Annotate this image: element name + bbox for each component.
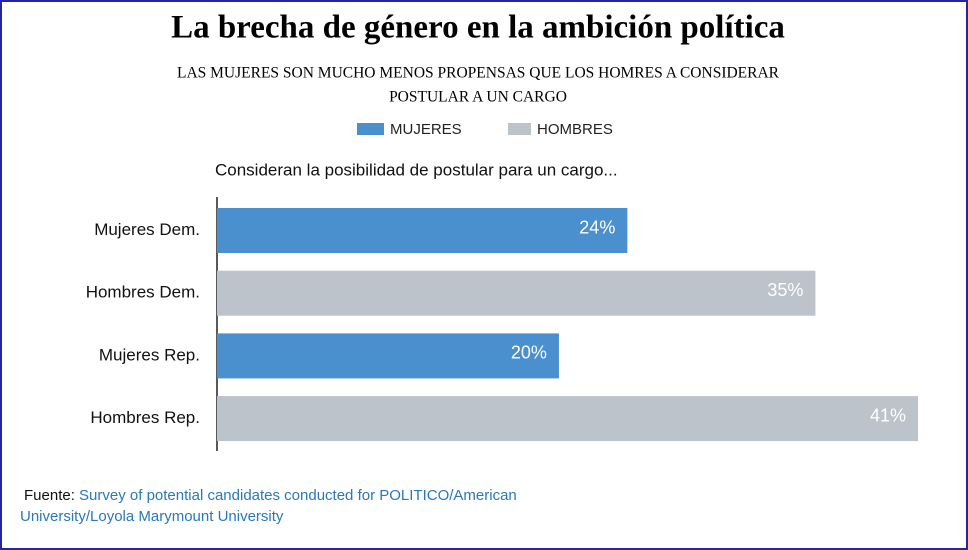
legend-swatch (357, 123, 384, 135)
value-label: 41% (870, 405, 906, 425)
bar (217, 208, 628, 253)
value-label: 20% (511, 343, 547, 363)
y-tick-label: Mujeres Rep. (99, 345, 200, 364)
chart-title: La brecha de género en la ambición polít… (171, 10, 785, 46)
value-label: 24% (579, 217, 615, 237)
bar (217, 396, 918, 442)
bar (217, 333, 559, 379)
source-text: Survey of potential candidates conducted… (20, 487, 517, 525)
subtitle: POSTULAR A UN CARGO (389, 89, 567, 106)
legend-swatch (508, 123, 531, 135)
y-tick-label: Hombres Rep. (90, 408, 200, 427)
bar (217, 270, 816, 316)
subtitle: LAS MUJERES SON MUCHO MENOS PROPENSAS QU… (177, 65, 780, 82)
annotation: Consideran la posibilidad de postular pa… (215, 160, 618, 179)
source: Fuente: Survey of potential candidates c… (20, 485, 620, 527)
source-label: Fuente: (24, 487, 75, 504)
legend-label: MUJERES (390, 121, 462, 138)
y-tick-label: Mujeres Dem. (94, 220, 200, 239)
value-label: 35% (767, 280, 803, 300)
legend-label: HOMBRES (537, 121, 613, 138)
y-tick-label: Hombres Dem. (86, 283, 200, 302)
